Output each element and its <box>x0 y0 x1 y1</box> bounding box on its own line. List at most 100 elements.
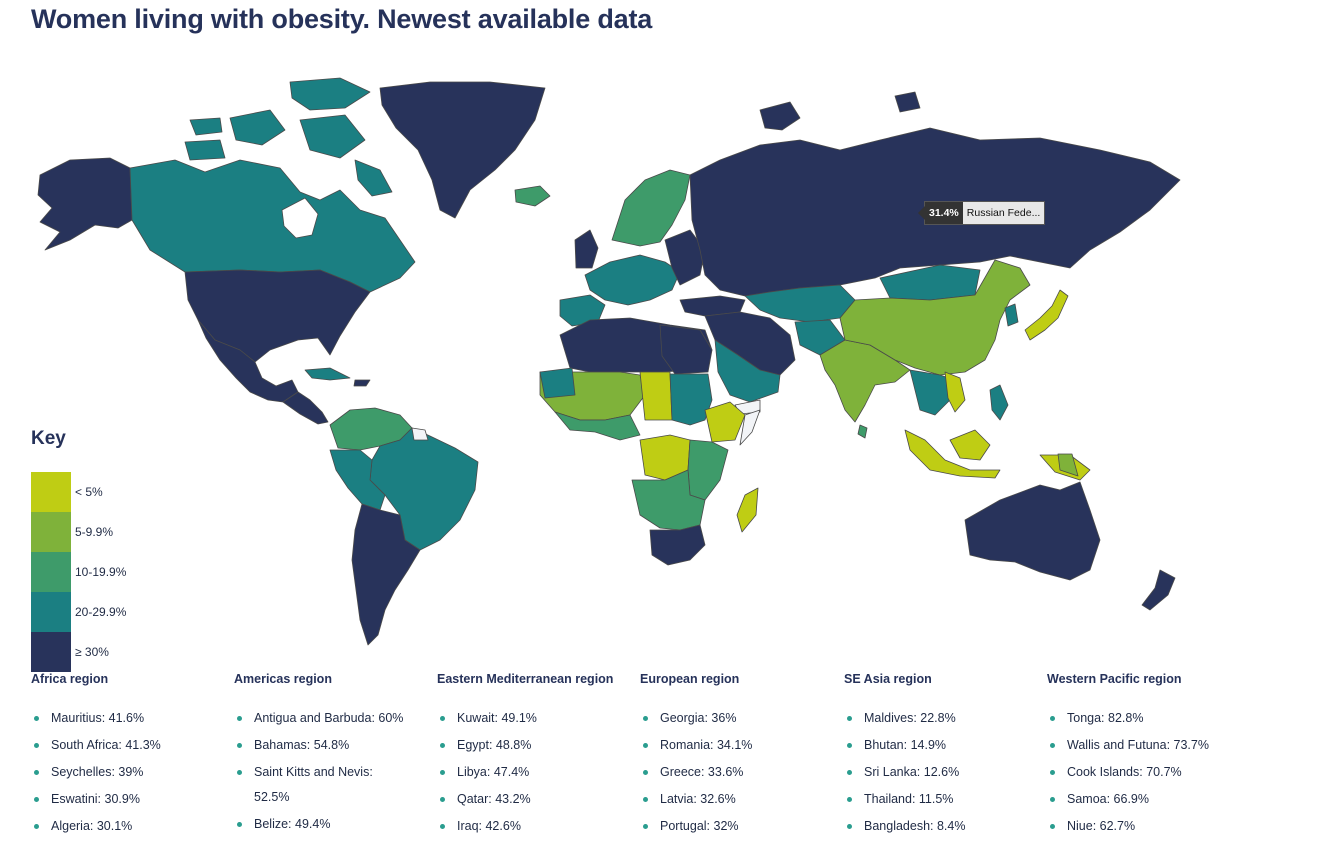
region-greenland[interactable] <box>379 81 546 219</box>
region-caribbean[interactable] <box>353 379 371 387</box>
region-french-guiana[interactable] <box>411 427 429 441</box>
region-column: SE Asia region Maldives: 22.8% Bhutan: 14.… <box>844 672 1034 841</box>
region-korea[interactable] <box>1004 303 1019 327</box>
region-russia-arctic[interactable] <box>759 101 801 131</box>
region-vietnam[interactable] <box>944 371 966 413</box>
region-arctic-islands-3[interactable] <box>299 114 366 159</box>
region-new-zealand[interactable] <box>1141 569 1176 611</box>
world-map[interactable] <box>0 0 1343 670</box>
list-item: Belize: 49.4% <box>234 812 404 837</box>
list-item: Mauritius: 41.6% <box>31 706 201 731</box>
list-item: Algeria: 30.1% <box>31 814 201 839</box>
region-column: Africa region Mauritius: 41.6% South Afric… <box>31 672 221 841</box>
list-item: Latvia: 32.6% <box>640 787 810 812</box>
region-malaysia-indonesia[interactable] <box>904 429 1001 479</box>
region-arctic-islands-4[interactable] <box>189 117 223 136</box>
list-item: Bhutan: 14.9% <box>844 733 1014 758</box>
region-column: Americas region Antigua and Barbuda: 60% B… <box>234 672 424 839</box>
legend-swatch <box>31 472 71 512</box>
region-australia[interactable] <box>964 481 1101 581</box>
region-list: Antigua and Barbuda: 60% Bahamas: 54.8% Sa… <box>234 706 424 837</box>
region-borneo[interactable] <box>949 429 991 461</box>
legend-swatch <box>31 632 71 672</box>
region-mauritania[interactable] <box>539 367 576 399</box>
region-alaska[interactable] <box>37 157 133 251</box>
region-column: Western Pacific region Tonga: 82.8% Wallis… <box>1047 672 1237 841</box>
region-philippines[interactable] <box>989 384 1009 421</box>
list-item: Tonga: 82.8% <box>1047 706 1217 731</box>
list-item: Qatar: 43.2% <box>437 787 607 812</box>
region-cuba[interactable] <box>304 367 351 381</box>
region-column: European region Georgia: 36% Romania: 34.1… <box>640 672 830 841</box>
legend: < 5% 5-9.9% 10-19.9% 20-29.9% ≥ 30% <box>31 472 126 672</box>
list-item: Wallis and Futuna: 73.7% <box>1047 733 1217 758</box>
key-title: Key <box>31 428 66 449</box>
region-arctic-islands-2[interactable] <box>229 109 286 146</box>
list-item: Antigua and Barbuda: 60% <box>234 706 404 731</box>
region-title: Americas region <box>234 672 332 686</box>
region-central-america[interactable] <box>282 391 329 425</box>
legend-label: ≥ 30% <box>75 645 109 659</box>
list-item: Bahamas: 54.8% <box>234 733 404 758</box>
list-item: Libya: 47.4% <box>437 760 607 785</box>
legend-label: 10-19.9% <box>75 565 127 579</box>
region-western-europe[interactable] <box>584 254 681 306</box>
region-list: Maldives: 22.8% Bhutan: 14.9% Sri Lanka: 1… <box>844 706 1034 839</box>
region-list: Mauritius: 41.6% South Africa: 41.3% Seych… <box>31 706 221 839</box>
region-list: Georgia: 36% Romania: 34.1% Greece: 33.6% L… <box>640 706 830 839</box>
region-title: Western Pacific region <box>1047 672 1182 686</box>
region-papua-new-guinea[interactable] <box>1057 453 1079 477</box>
region-scandinavia[interactable] <box>611 169 691 247</box>
legend-label: < 5% <box>75 485 103 499</box>
region-title: Eastern Mediterranean region <box>437 672 614 686</box>
list-item: Bangladesh: 8.4% <box>844 814 1014 839</box>
list-item: Portugal: 32% <box>640 814 810 839</box>
page-title: Women living with obesity. Newest availa… <box>31 4 653 34</box>
list-item: Greece: 33.6% <box>640 760 810 785</box>
region-saudi-arabia[interactable] <box>714 339 781 403</box>
list-item: Saint Kitts and Nevis: 52.5% <box>234 760 404 810</box>
region-arctic-islands-5[interactable] <box>184 139 226 161</box>
region-chad-niger[interactable] <box>639 371 673 421</box>
legend-label: 20-29.9% <box>75 605 127 619</box>
region-china[interactable] <box>839 259 1031 376</box>
region-uk[interactable] <box>574 229 599 269</box>
region-hudson-bay <box>281 197 319 239</box>
list-item: Cook Islands: 70.7% <box>1047 760 1217 785</box>
region-title: European region <box>640 672 740 686</box>
tooltip-name: Russian Fede... <box>962 202 1045 224</box>
region-list: Kuwait: 49.1% Egypt: 48.8% Libya: 47.4% Qat… <box>437 706 627 839</box>
list-item: Sri Lanka: 12.6% <box>844 760 1014 785</box>
list-item: Thailand: 11.5% <box>844 787 1014 812</box>
region-arctic-islands-1[interactable] <box>289 77 371 111</box>
region-east-africa[interactable] <box>687 439 729 501</box>
region-madagascar[interactable] <box>736 487 759 533</box>
legend-item: 10-19.9% <box>31 552 126 592</box>
region-japan[interactable] <box>1024 289 1069 341</box>
region-somalia[interactable] <box>739 409 761 446</box>
region-lists: Africa region Mauritius: 41.6% South Afric… <box>31 672 1343 860</box>
region-sri-lanka[interactable] <box>857 424 868 439</box>
region-south-africa[interactable] <box>649 524 706 566</box>
region-iceland[interactable] <box>514 185 551 207</box>
region-list: Tonga: 82.8% Wallis and Futuna: 73.7% Cook… <box>1047 706 1237 839</box>
region-peru-bolivia[interactable] <box>329 449 386 511</box>
region-argentina-chile[interactable] <box>351 503 421 646</box>
region-west-africa-coast[interactable] <box>554 411 641 441</box>
region-southeast-asia[interactable] <box>909 369 956 416</box>
list-item: Seychelles: 39% <box>31 760 201 785</box>
region-eastern-europe[interactable] <box>664 229 706 286</box>
list-item: Egypt: 48.8% <box>437 733 607 758</box>
region-ethiopia[interactable] <box>704 401 746 443</box>
map-tooltip: 31.4% Russian Fede... <box>917 202 1045 224</box>
region-novaya-zemlya[interactable] <box>894 91 921 113</box>
legend-item: < 5% <box>31 472 126 512</box>
region-southern-africa[interactable] <box>631 469 706 531</box>
region-egypt-libya[interactable] <box>659 324 713 375</box>
list-item: Iraq: 42.6% <box>437 814 607 839</box>
region-sudan[interactable] <box>669 373 713 426</box>
region-arctic-islands-6[interactable] <box>354 159 393 197</box>
list-item: Georgia: 36% <box>640 706 810 731</box>
list-item: Romania: 34.1% <box>640 733 810 758</box>
legend-swatch <box>31 552 71 592</box>
